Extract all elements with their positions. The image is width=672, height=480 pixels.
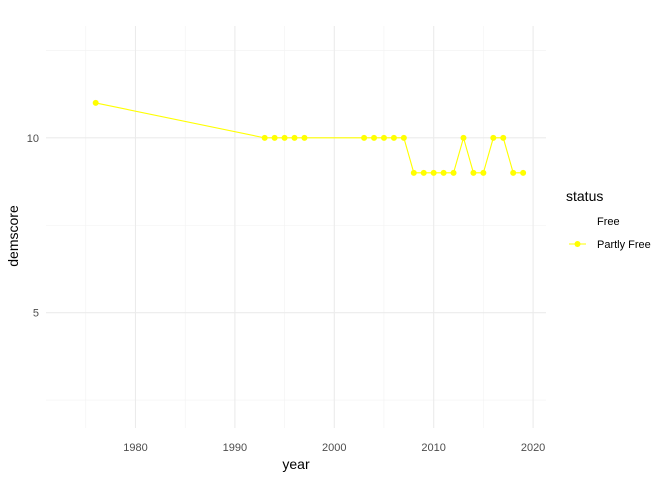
x-tick-labels: 1980 1990 2000 2010 2020 [123, 442, 545, 454]
legend: status Free Partly Free [566, 188, 651, 251]
y-tick-label: 10 [27, 133, 39, 145]
data-point [291, 134, 298, 141]
series-layer [92, 99, 527, 176]
data-point [371, 134, 378, 141]
y-tick-label: 5 [33, 308, 39, 320]
legend-key-point [574, 241, 581, 247]
data-point [480, 169, 487, 176]
x-tick-label: 1980 [123, 442, 147, 454]
x-axis-title: year [282, 456, 310, 472]
data-point [460, 134, 467, 141]
data-point [510, 169, 517, 176]
data-point [450, 169, 457, 176]
grid-major [46, 26, 546, 428]
x-tick-label: 2000 [322, 442, 346, 454]
data-point [420, 169, 427, 176]
legend-entry: Partly Free [569, 239, 651, 251]
data-point [410, 169, 417, 176]
y-tick-labels: 5 10 [27, 133, 39, 320]
data-point [281, 134, 288, 141]
legend-label: Partly Free [597, 239, 651, 251]
data-point [390, 134, 397, 141]
x-tick-label: 2020 [521, 442, 545, 454]
data-point [500, 134, 507, 141]
data-point [520, 169, 527, 176]
legend-label: Free [597, 216, 620, 228]
grid-minor [46, 26, 546, 428]
x-tick-label: 2010 [421, 442, 445, 454]
legend-entry: Free [597, 216, 620, 228]
data-point [430, 169, 437, 176]
data-point [470, 169, 477, 176]
y-axis-title: demscore [5, 205, 21, 267]
data-point [440, 169, 447, 176]
x-tick-label: 1990 [223, 442, 247, 454]
data-point [380, 134, 387, 141]
data-point [490, 134, 497, 141]
legend-title: status [566, 188, 603, 204]
legend-entries: Free Partly Free [569, 216, 651, 251]
data-point [271, 134, 278, 141]
data-point [261, 134, 268, 141]
data-point [301, 134, 308, 141]
data-point [361, 134, 368, 141]
data-point [92, 99, 99, 106]
data-point [400, 134, 407, 141]
